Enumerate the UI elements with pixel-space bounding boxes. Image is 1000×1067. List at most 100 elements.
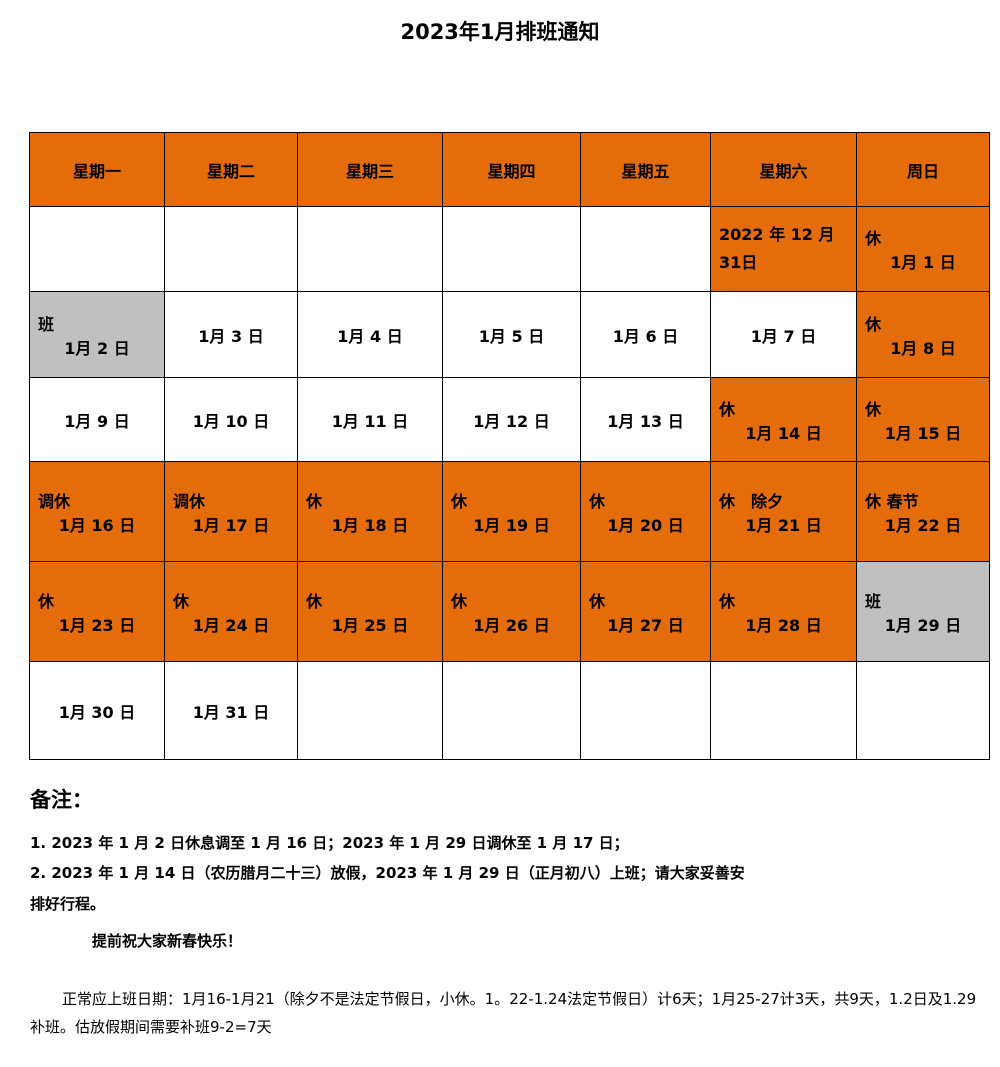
day-date: 1月 14 日 [745, 423, 822, 443]
day-status: 休 [719, 399, 736, 419]
day-status: 休 [38, 591, 55, 611]
weekday-header: 星期四 [442, 132, 581, 207]
schedule-calendar: 星期一 星期二 星期三 星期四 星期五 星期六 周日 2022 年 12 月 31日休 1月 1… [29, 132, 990, 760]
day-date: 1月 17 日 [192, 515, 270, 535]
day-date: 1月 1 日 [890, 253, 956, 272]
day-date: 1月 11 日 [331, 411, 409, 431]
calendar-cell: 休 1月 20 日 [580, 461, 711, 562]
calendar-cell [164, 206, 298, 292]
weekday-header: 星期五 [580, 132, 711, 207]
calendar-cell: 休 1月 8 日 [856, 291, 990, 378]
weekday-header: 星期二 [164, 132, 298, 207]
day-date: 1月 22 日 [884, 515, 962, 535]
day-date: 1月 27 日 [607, 615, 684, 635]
calendar-cell: 休 1月 28 日 [710, 561, 857, 662]
day-date: 1月 25 日 [331, 615, 409, 635]
calendar-cell [297, 206, 443, 292]
weekday-header: 星期一 [29, 132, 165, 207]
calendar-cell [856, 661, 990, 760]
day-date: 1月 19 日 [473, 515, 550, 535]
day-date: 1月 9 日 [64, 411, 130, 431]
calendar-cell: 休 1月 19 日 [442, 461, 581, 562]
day-status: 休 [719, 591, 736, 611]
calendar-cell: 休 1月 24 日 [164, 561, 298, 662]
day-status: 休 [451, 491, 468, 511]
day-date: 1月 7 日 [750, 326, 817, 346]
page-title: 2023年1月排班通知 [400, 20, 600, 44]
day-date: 1月 20 日 [607, 515, 684, 535]
day-date: 2022 年 12 月 31日 [719, 225, 835, 272]
notes-heading: 备注： [30, 788, 93, 812]
day-status: 班 [38, 314, 55, 334]
calendar-cell: 1月 30 日 [29, 661, 165, 760]
day-status: 休 春节 [865, 491, 919, 511]
day-date: 1月 21 日 [745, 515, 822, 535]
note-line-1: 1. 2023 年 1 月 2 日休息调至 1 月 16 日；2023 年 1 … [30, 834, 629, 852]
day-date: 1月 15 日 [884, 423, 962, 443]
day-date: 1月 10 日 [192, 411, 270, 431]
calendar-cell: 1月 4 日 [297, 291, 443, 378]
day-status: 休 [173, 591, 190, 611]
calendar-cell [710, 661, 857, 760]
day-date: 1月 26 日 [473, 615, 550, 635]
calendar-cell: 班 1月 29 日 [856, 561, 990, 662]
day-date: 1月 6 日 [612, 326, 679, 346]
day-status: 休 除夕 [719, 491, 784, 511]
day-status: 休 [306, 591, 323, 611]
day-date: 1月 8 日 [890, 338, 956, 358]
calendar-cell: 1月 7 日 [710, 291, 857, 378]
calendar-cell: 休 1月 25 日 [297, 561, 443, 662]
day-date: 1月 4 日 [337, 326, 403, 346]
calendar-cell: 班 1月 2 日 [29, 291, 165, 378]
day-date: 1月 13 日 [607, 411, 684, 431]
day-date: 1月 5 日 [478, 326, 545, 346]
calendar-cell: 1月 11 日 [297, 377, 443, 462]
weekday-header: 周日 [856, 132, 990, 207]
calendar-cell [580, 206, 711, 292]
day-date: 1月 29 日 [884, 615, 962, 635]
calendar-cell: 调休 1月 17 日 [164, 461, 298, 562]
day-date: 1月 18 日 [331, 515, 409, 535]
day-date: 1月 30 日 [58, 702, 136, 722]
note-line-3: 排好行程。 [30, 895, 106, 913]
day-date: 1月 24 日 [192, 615, 270, 635]
note-line-2: 2. 2023 年 1 月 14 日（农历腊月二十三）放假，2023 年 1 月… [30, 864, 745, 882]
day-date: 1月 2 日 [64, 338, 130, 358]
calendar-cell: 休 1月 1 日 [856, 206, 990, 292]
greeting: 提前祝大家新春快乐！ [92, 932, 243, 950]
calendar-cell: 休 1月 14 日 [710, 377, 857, 462]
calendar-cell [442, 206, 581, 292]
calendar-cell: 调休 1月 16 日 [29, 461, 165, 562]
day-status: 班 [865, 591, 882, 611]
calendar-cell: 休 春节 1月 22 日 [856, 461, 990, 562]
day-status: 休 [451, 591, 468, 611]
calendar-cell [29, 206, 165, 292]
calendar-cell: 1月 9 日 [29, 377, 165, 462]
calendar-cell: 1月 31 日 [164, 661, 298, 760]
day-date: 1月 31 日 [192, 702, 270, 722]
calendar-cell [297, 661, 443, 760]
day-status: 休 [865, 229, 882, 248]
day-status: 休 [589, 591, 606, 611]
day-date: 1月 12 日 [473, 411, 550, 431]
day-status: 休 [865, 314, 882, 334]
day-date: 1月 28 日 [745, 615, 822, 635]
footnote: 正常应上班日期：1月16-1月21（除夕不是法定节假日，小休。1。22-1.24… [30, 990, 977, 1036]
day-status: 调休 [173, 491, 206, 511]
calendar-cell: 休 1月 26 日 [442, 561, 581, 662]
calendar-cell: 休 除夕 1月 21 日 [710, 461, 857, 562]
day-date: 1月 16 日 [58, 515, 136, 535]
calendar-cell: 休 1月 27 日 [580, 561, 711, 662]
calendar-cell: 休 1月 23 日 [29, 561, 165, 662]
weekday-header: 星期三 [297, 132, 443, 207]
weekday-header: 星期六 [710, 132, 857, 207]
calendar-cell [580, 661, 711, 760]
calendar-cell: 1月 13 日 [580, 377, 711, 462]
day-date: 1月 23 日 [58, 615, 136, 635]
day-status: 休 [589, 491, 606, 511]
calendar-cell: 休 1月 18 日 [297, 461, 443, 562]
day-status: 调休 [38, 491, 71, 511]
calendar-cell: 1月 3 日 [164, 291, 298, 378]
day-date: 1月 3 日 [198, 326, 264, 346]
calendar-cell [442, 661, 581, 760]
